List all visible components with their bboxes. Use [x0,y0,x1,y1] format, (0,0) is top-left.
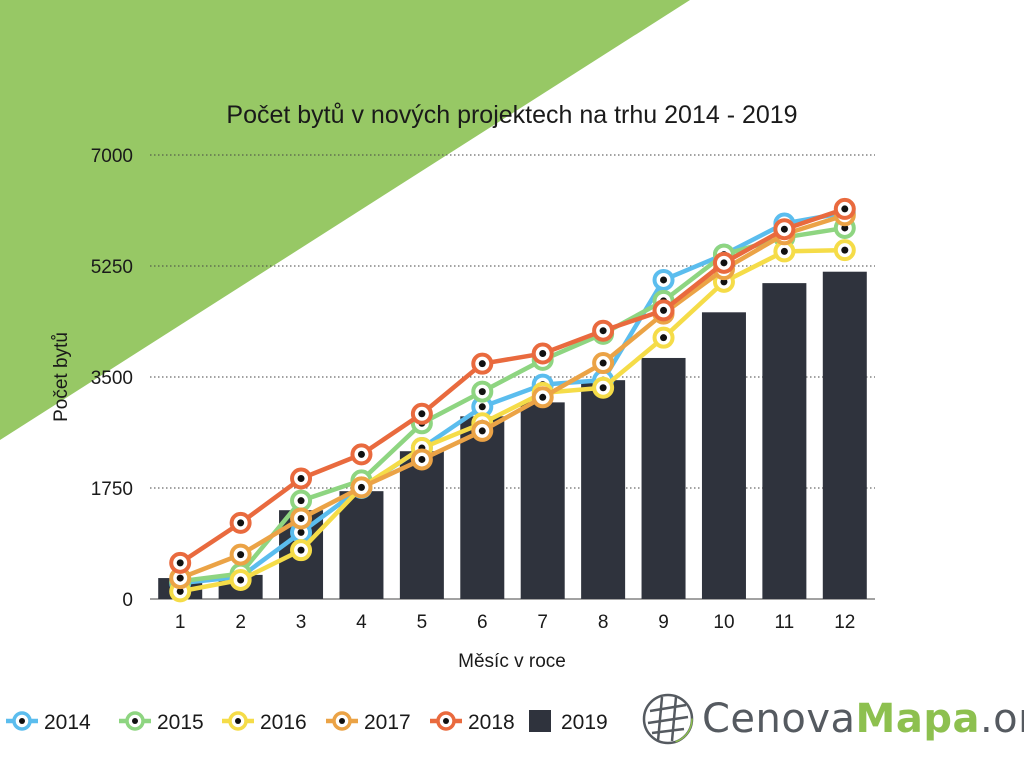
legend-item-2017: 2017 [326,711,411,734]
bar [460,416,505,599]
y-axis-title: Počet bytů [51,332,72,422]
data-point-dot [297,514,305,522]
data-point-dot [720,278,728,286]
x-tick-label: 8 [598,612,609,633]
legend-item-2014: 2014 [6,711,91,734]
legend-item-2016: 2016 [222,711,307,734]
brand-logo: CenovaMapa.org [640,684,1024,754]
line-series-2018 [169,197,856,574]
legend-label: 2014 [44,711,91,734]
data-point-dot [660,306,668,314]
data-point-dot [176,574,184,582]
data-point-dot [841,246,849,254]
legend-swatch-dot [443,718,449,724]
line-series [169,197,856,603]
data-point-dot [660,276,668,284]
data-point-dot [357,450,365,458]
data-point-dot [720,259,728,267]
bar [762,283,807,599]
data-point-dot [297,497,305,505]
legend-label: 2018 [468,711,515,734]
data-point-dot [660,334,668,342]
legend-swatch-dot [235,718,241,724]
legend: 2014 2015 2016 2017 2018 2019 [6,710,608,734]
data-point-dot [780,247,788,255]
bar [701,312,746,599]
y-tick-label: 3500 [91,368,133,389]
legend-item-2019: 2019 [529,710,608,734]
x-tick-label: 2 [235,612,246,633]
data-point-dot [478,403,486,411]
data-point-dot [841,205,849,213]
data-point-dot [418,410,426,418]
data-point-dot [297,528,305,536]
data-point-dot [297,474,305,482]
x-tick-label: 6 [477,612,488,633]
bar [641,357,686,599]
series-line [178,206,846,565]
data-point-dot [841,224,849,232]
legend-label: 2019 [561,711,608,734]
legend-label: 2016 [260,711,307,734]
legend-label: 2017 [364,711,411,734]
series-line [179,247,845,594]
bar [399,451,444,599]
bar [339,491,384,599]
x-tick-labels: 1 2 3 4 5 6 7 8 9 10 11 12 [175,612,855,633]
y-tick-label: 1750 [91,479,133,500]
data-point-dot [599,384,607,392]
bar [581,380,626,599]
data-point-dot [780,225,788,233]
x-tick-label: 11 [775,612,795,633]
data-point-dot [297,546,305,554]
legend-swatch-dot [339,718,345,724]
data-point-dot [599,327,607,335]
x-tick-label: 1 [175,612,186,633]
brand-name: CenovaMapa.org [702,696,1024,742]
bar [520,402,565,599]
x-axis-title: Měsíc v roce [458,651,566,672]
data-point-dot [478,360,486,368]
y-tick-label: 7000 [91,146,133,167]
data-point-dot [478,388,486,396]
line-series-2016 [169,239,856,603]
bar [822,271,867,599]
y-tick-label: 5250 [91,257,133,278]
data-point-dot [478,427,486,435]
legend-swatch-bar [529,710,551,732]
data-point-dot [237,551,245,559]
brand-name-part3: .org [979,696,1024,742]
brand-name-part2: Mapa [855,696,980,742]
x-tick-label: 9 [658,612,669,633]
data-point-dot [176,587,184,595]
data-point-dot [539,393,547,401]
legend-label: 2015 [157,711,204,734]
data-point-dot [599,359,607,367]
data-point-dot [237,519,245,527]
brand-name-part1: Cenova [702,696,856,742]
legend-swatch-dot [132,718,138,724]
data-point-dot [237,576,245,584]
data-point-dot [357,483,365,491]
data-point-dot [176,559,184,567]
x-tick-label: 3 [296,612,307,633]
x-tick-label: 4 [356,612,367,633]
y-tick-label: 0 [122,590,133,611]
globe-grid-icon [642,693,694,745]
legend-swatch-dot [19,718,25,724]
chart-title: Počet bytů v nových projektech na trhu 2… [226,101,797,129]
data-point-dot [418,455,426,463]
data-point-dot [539,350,547,358]
green-triangle-decoration [0,0,690,440]
legend-item-2015: 2015 [119,711,204,734]
x-tick-label: 7 [537,612,548,633]
bar-series-2019 [158,271,867,599]
x-tick-label: 5 [417,612,428,633]
y-tick-labels: 0 1750 3500 5250 7000 [91,146,133,611]
legend-item-2018: 2018 [430,711,515,734]
x-tick-label: 10 [713,612,734,633]
x-tick-label: 12 [834,612,855,633]
